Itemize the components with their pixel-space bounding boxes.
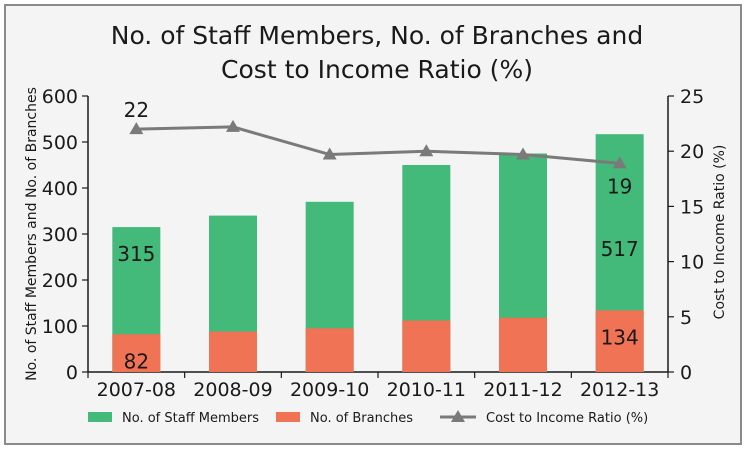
x-tick-label: 2007-08 xyxy=(97,379,176,401)
bar-branches xyxy=(112,334,161,372)
bar-branches xyxy=(305,328,354,372)
bar-branches xyxy=(499,317,547,372)
y-right-tick-label: 20 xyxy=(680,141,704,163)
y-left-tick-label: 300 xyxy=(42,224,78,246)
legend-swatch xyxy=(88,412,112,422)
y-right-tick-label: 15 xyxy=(680,196,704,218)
y-left-tick-label: 100 xyxy=(42,316,78,338)
legend-label: Cost to Income Ratio (%) xyxy=(486,411,648,426)
data-label: 82 xyxy=(124,349,149,373)
y-right-tick-label: 0 xyxy=(680,362,692,384)
bar-branches xyxy=(595,310,644,372)
data-label: 315 xyxy=(117,242,155,266)
y-axis-right-label: Cost to Income Ratio (%) xyxy=(712,145,728,320)
y-left-tick-label: 0 xyxy=(66,362,78,384)
chart-title-line1: No. of Staff Members, No. of Branches an… xyxy=(111,21,643,50)
y-right-tick-label: 5 xyxy=(680,307,692,329)
y-right-tick-label: 25 xyxy=(680,86,704,108)
bar-branches xyxy=(209,331,257,372)
x-tick-label: 2011-12 xyxy=(483,379,562,401)
data-label: 22 xyxy=(124,98,149,122)
x-tick-label: 2008-09 xyxy=(193,379,272,401)
data-label: 19 xyxy=(607,174,632,198)
x-tick-label: 2010-11 xyxy=(387,379,466,401)
legend-label: No. of Branches xyxy=(310,411,413,426)
legend-marker xyxy=(451,410,465,422)
x-tick-label: 2012-13 xyxy=(580,379,659,401)
line-point-cost-to-income xyxy=(226,119,240,132)
legend-label: No. of Staff Members xyxy=(122,411,259,426)
bar-branches xyxy=(402,320,451,372)
line-point-cost-to-income xyxy=(612,156,627,169)
line-point-cost-to-income xyxy=(129,122,144,135)
y-left-tick-label: 500 xyxy=(42,132,78,154)
data-label: 134 xyxy=(601,325,639,349)
y-left-tick-label: 600 xyxy=(42,86,78,108)
chart-title-line2: Cost to Income Ratio (%) xyxy=(221,55,533,84)
line-point-cost-to-income xyxy=(419,144,434,157)
line-point-cost-to-income xyxy=(516,147,530,160)
data-label: 517 xyxy=(601,237,639,261)
line-point-cost-to-income xyxy=(322,147,337,160)
legend: No. of Staff Members No. of Branches Cost … xyxy=(88,410,648,426)
legend-swatch xyxy=(276,412,300,422)
plot-area: 0 100 200 300 400 500 600 0 5 10 15 20 25 2007-08 2008… xyxy=(42,86,704,401)
line-cost-to-income xyxy=(136,125,620,165)
y-left-tick-label: 400 xyxy=(42,178,78,200)
y-left-tick-label: 200 xyxy=(42,270,78,292)
y-axis-left-label: No. of Staff Members and No. of Branches xyxy=(24,87,40,381)
y-right-tick-label: 10 xyxy=(680,252,704,274)
x-tick-label: 2009-10 xyxy=(290,379,369,401)
